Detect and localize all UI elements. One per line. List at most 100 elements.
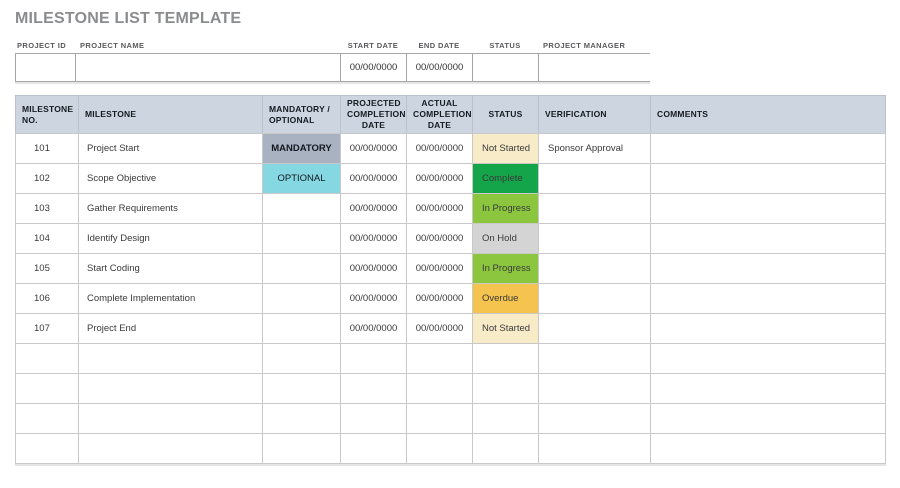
- cell-mandatory[interactable]: [262, 313, 341, 345]
- cell-comments[interactable]: [650, 343, 886, 375]
- cell-mandatory[interactable]: [262, 283, 341, 315]
- cell-verification[interactable]: [538, 313, 651, 345]
- cell-mandatory[interactable]: [262, 403, 341, 435]
- cell-milestone[interactable]: [78, 433, 263, 465]
- cell-projected[interactable]: 00/00/0000: [340, 313, 407, 345]
- start-date-field[interactable]: 00/00/0000: [341, 54, 407, 81]
- start-date-label: START DATE: [347, 41, 399, 50]
- cell-actual[interactable]: 00/00/0000: [406, 133, 473, 165]
- cell-comments[interactable]: [650, 283, 886, 315]
- cell-milestone[interactable]: Gather Requirements: [78, 193, 263, 225]
- cell-comments[interactable]: [650, 253, 886, 285]
- header-comments: COMMENTS: [650, 94, 886, 135]
- cell-actual[interactable]: [406, 403, 473, 435]
- table-row-empty: [15, 433, 886, 465]
- cell-milestone[interactable]: [78, 373, 263, 405]
- cell-milestone-no[interactable]: [15, 343, 79, 375]
- cell-projected[interactable]: 00/00/0000: [340, 283, 407, 315]
- cell-verification[interactable]: [538, 253, 651, 285]
- cell-mandatory[interactable]: [262, 433, 341, 465]
- cell-status[interactable]: In Progress: [472, 253, 539, 285]
- cell-actual[interactable]: [406, 433, 473, 465]
- cell-mandatory[interactable]: [262, 253, 341, 285]
- end-date-field[interactable]: 00/00/0000: [407, 54, 473, 81]
- cell-status[interactable]: Complete: [472, 163, 539, 195]
- cell-verification[interactable]: [538, 433, 651, 465]
- cell-verification[interactable]: [538, 343, 651, 375]
- cell-status[interactable]: Not Started: [472, 313, 539, 345]
- cell-actual[interactable]: 00/00/0000: [406, 313, 473, 345]
- cell-milestone[interactable]: Scope Objective: [78, 163, 263, 195]
- cell-mandatory[interactable]: OPTIONAL: [262, 163, 341, 195]
- cell-milestone-no[interactable]: 104: [15, 223, 79, 255]
- cell-mandatory[interactable]: [262, 373, 341, 405]
- cell-projected[interactable]: 00/00/0000: [340, 193, 407, 225]
- project-id-field[interactable]: [16, 54, 76, 81]
- cell-milestone-no[interactable]: 106: [15, 283, 79, 315]
- cell-actual[interactable]: [406, 343, 473, 375]
- cell-milestone[interactable]: Complete Implementation: [78, 283, 263, 315]
- cell-verification[interactable]: [538, 163, 651, 195]
- milestone-table-header: MILESTONE NO. MILESTONE MANDATORY / OPTI…: [15, 94, 886, 135]
- cell-comments[interactable]: [650, 223, 886, 255]
- cell-milestone-no[interactable]: 101: [15, 133, 79, 165]
- cell-actual[interactable]: 00/00/0000: [406, 253, 473, 285]
- cell-milestone-no[interactable]: [15, 433, 79, 465]
- cell-comments[interactable]: [650, 163, 886, 195]
- cell-status[interactable]: On Hold: [472, 223, 539, 255]
- cell-mandatory[interactable]: MANDATORY: [262, 133, 341, 165]
- cell-milestone[interactable]: Start Coding: [78, 253, 263, 285]
- cell-mandatory[interactable]: [262, 223, 341, 255]
- cell-projected[interactable]: 00/00/0000: [340, 223, 407, 255]
- project-summary-form: PROJECT ID PROJECT NAME START DATE END D…: [15, 41, 651, 82]
- cell-milestone-no[interactable]: 105: [15, 253, 79, 285]
- cell-mandatory[interactable]: [262, 193, 341, 225]
- cell-actual[interactable]: 00/00/0000: [406, 163, 473, 195]
- cell-milestone[interactable]: Project Start: [78, 133, 263, 165]
- cell-actual[interactable]: 00/00/0000: [406, 193, 473, 225]
- cell-status[interactable]: [472, 403, 539, 435]
- cell-status[interactable]: [472, 373, 539, 405]
- cell-milestone-no[interactable]: 103: [15, 193, 79, 225]
- project-name-field[interactable]: [76, 54, 341, 81]
- cell-actual[interactable]: 00/00/0000: [406, 223, 473, 255]
- cell-milestone[interactable]: Identify Design: [78, 223, 263, 255]
- cell-actual[interactable]: 00/00/0000: [406, 283, 473, 315]
- cell-verification[interactable]: [538, 193, 651, 225]
- cell-projected[interactable]: [340, 433, 407, 465]
- project-manager-field[interactable]: [539, 54, 651, 81]
- cell-comments[interactable]: [650, 193, 886, 225]
- cell-milestone[interactable]: [78, 343, 263, 375]
- cell-projected[interactable]: 00/00/0000: [340, 253, 407, 285]
- cell-projected[interactable]: [340, 403, 407, 435]
- cell-comments[interactable]: [650, 433, 886, 465]
- cell-projected[interactable]: [340, 343, 407, 375]
- cell-verification[interactable]: Sponsor Approval: [538, 133, 651, 165]
- cell-status[interactable]: Overdue: [472, 283, 539, 315]
- cell-milestone-no[interactable]: 107: [15, 313, 79, 345]
- cell-comments[interactable]: [650, 373, 886, 405]
- cell-verification[interactable]: [538, 373, 651, 405]
- cell-projected[interactable]: [340, 373, 407, 405]
- cell-status[interactable]: In Progress: [472, 193, 539, 225]
- cell-milestone[interactable]: [78, 403, 263, 435]
- cell-milestone-no[interactable]: 102: [15, 163, 79, 195]
- status-field[interactable]: [473, 54, 539, 81]
- cell-milestone[interactable]: Project End: [78, 313, 263, 345]
- cell-status[interactable]: [472, 433, 539, 465]
- cell-projected[interactable]: 00/00/0000: [340, 163, 407, 195]
- project-form-labels: PROJECT ID PROJECT NAME START DATE END D…: [15, 41, 650, 50]
- cell-mandatory[interactable]: [262, 343, 341, 375]
- cell-comments[interactable]: [650, 403, 886, 435]
- cell-projected[interactable]: 00/00/0000: [340, 133, 407, 165]
- cell-comments[interactable]: [650, 133, 886, 165]
- cell-status[interactable]: Not Started: [472, 133, 539, 165]
- cell-verification[interactable]: [538, 283, 651, 315]
- cell-milestone-no[interactable]: [15, 403, 79, 435]
- cell-actual[interactable]: [406, 373, 473, 405]
- cell-verification[interactable]: [538, 223, 651, 255]
- cell-verification[interactable]: [538, 403, 651, 435]
- cell-milestone-no[interactable]: [15, 373, 79, 405]
- cell-status[interactable]: [472, 343, 539, 375]
- cell-comments[interactable]: [650, 313, 886, 345]
